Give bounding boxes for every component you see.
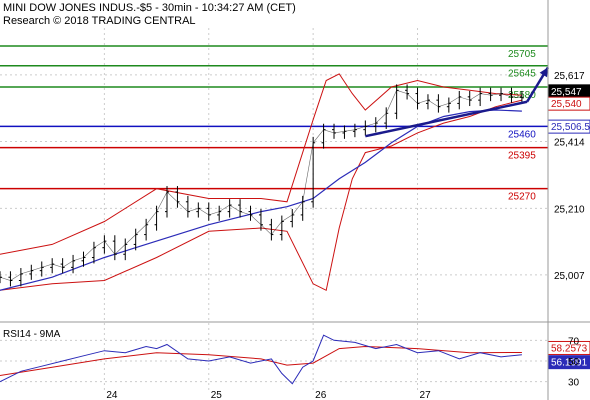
rsi-line [0,334,522,385]
bollinger-lower [0,99,523,292]
rsi-y-tick-label: 50 [568,357,580,368]
value-tag-label-ma: 25,506.5 [551,122,590,133]
moving-average-line [0,109,522,291]
trendline [365,100,528,138]
value-tag-label-bollinger: 25,540 [551,99,582,110]
rsi-value-tag-label-ma: 58.2573 [551,343,588,354]
rsi-y-tick-label: 30 [568,378,580,389]
x-tick-label: 25 [211,390,223,400]
copyright-line: Research © 2018 TRADING CENTRAL [3,15,196,27]
level-label-25270: 25270 [508,192,536,203]
level-label-25705: 25705 [508,49,536,60]
rsi-value-tag-label-rsi: 56.1391 [551,358,588,369]
projection-arrow-head [539,67,548,78]
y-tick-label: 25,007 [554,271,585,282]
value-tag-label-price: 25,547 [551,87,582,98]
bollinger-upper [0,73,522,255]
chart-title: MINI DOW JONES INDUS.-$5 - 30min - 10:34… [3,2,296,14]
level-label-25645: 25645 [508,69,536,80]
level-label-25460: 25460 [508,129,536,140]
rsi-title: RSI14 - 9MA [3,329,61,340]
price-line [0,89,522,281]
x-tick-label: 26 [315,390,327,400]
y-tick-label: 25,617 [554,71,585,82]
level-label-25395: 25395 [508,151,536,162]
x-tick-label: 24 [106,390,118,400]
x-tick-label: 27 [420,390,432,400]
y-tick-label: 25,210 [554,204,585,215]
rsi-y-tick-label: 70 [568,336,580,347]
rsi-ma-line [0,345,522,376]
y-tick-label: 25,414 [554,137,585,148]
